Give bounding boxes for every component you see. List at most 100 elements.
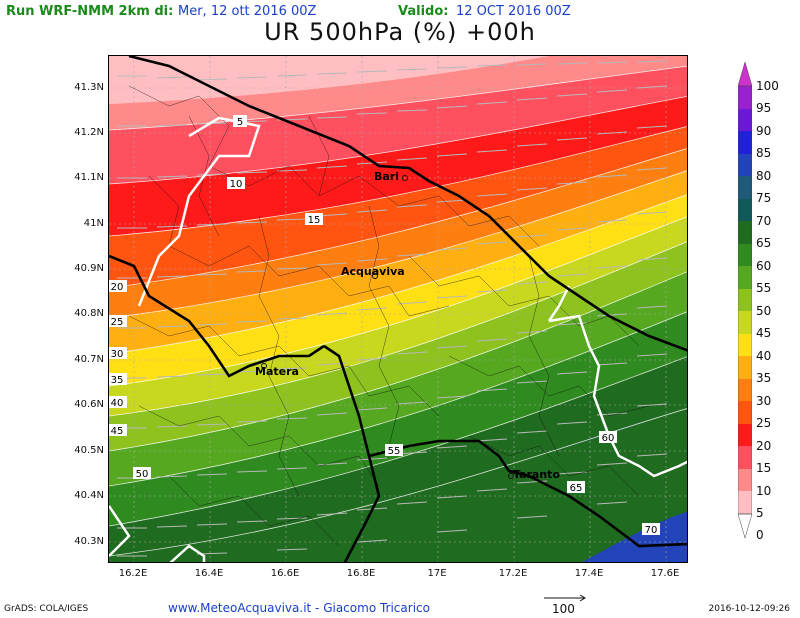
contour-label-bg: [109, 280, 127, 292]
colorbar-label: 55: [756, 281, 772, 295]
colorbar-label: 30: [756, 394, 772, 408]
colorbar-label: 5: [756, 506, 764, 520]
colorbar-swatch: [738, 446, 752, 469]
website-credit: www.MeteoAcquaviva.it - Giacomo Tricaric…: [168, 601, 430, 615]
contour-label: 70: [645, 525, 658, 536]
contour-label: 55: [388, 446, 401, 457]
contour-label: 60: [602, 433, 615, 444]
colorbar-label: 25: [756, 416, 772, 430]
contour-label: 25: [111, 317, 124, 328]
lat-label: 40.4N: [74, 490, 104, 501]
lon-label: 17.2E: [498, 568, 528, 579]
contour-label-bg: [385, 444, 403, 456]
colorbar-label: 95: [756, 101, 772, 115]
lat-label: 40.6N: [74, 399, 104, 410]
colorbar-label: 70: [756, 214, 772, 228]
colorbar-bottom-arrow: [738, 513, 752, 539]
run-value: Mer, 12 ott 2016 00Z: [178, 4, 317, 19]
lat-label: 40.9N: [74, 263, 104, 274]
grads-credit: GrADS: COLA/IGES: [4, 604, 89, 614]
contour-lines: [109, 65, 687, 557]
colorbar-swatch: [738, 424, 752, 446]
lat-label: 40.8N: [74, 308, 104, 319]
run-label: Run WRF-NMM 2km di:: [6, 4, 174, 19]
contour-label-bg: [109, 396, 127, 408]
lon-label: 17.4E: [574, 568, 604, 579]
wind-vectors: [117, 60, 668, 557]
contour-label: 30: [111, 349, 124, 360]
colorbar-swatch: [738, 176, 752, 199]
contour-label-bg: [599, 431, 617, 443]
colorbar-label: 75: [756, 191, 772, 205]
lat-label: 41.2N: [74, 127, 104, 138]
contour-value-labels: 5 10 15 20 25 30 35 40 45 50 55 60 65: [109, 115, 660, 536]
city-label-acquaviva: Acquaviva: [341, 265, 405, 278]
generation-timestamp: 2016-10-12-09:26: [708, 604, 791, 614]
contour-label: 35: [111, 375, 124, 386]
contour-label-bg: [227, 177, 245, 189]
contour-label-bg: [109, 347, 127, 359]
contour-label: 5: [237, 117, 243, 128]
colorbar-label: 20: [756, 439, 772, 453]
colorbar-swatch: [738, 334, 752, 356]
colorbar-label: 0: [756, 528, 764, 542]
contour-label: 45: [111, 426, 124, 437]
lat-label: 41N: [83, 218, 104, 229]
lat-label: 40.5N: [74, 445, 104, 456]
colorbar-label: 60: [756, 259, 772, 273]
lon-label: 16.8E: [346, 568, 376, 579]
colorbar-swatch: [738, 311, 752, 334]
colorbar-label: 80: [756, 169, 772, 183]
contour-label: 50: [136, 469, 149, 480]
colorbar-swatch: [738, 491, 752, 514]
humidity-map: 5 10 15 20 25 30 35 40 45 50 55 60 65: [109, 56, 687, 562]
lat-label: 40.7N: [74, 354, 104, 365]
contour-label: 10: [230, 179, 243, 190]
colorbar-label: 10: [756, 484, 772, 498]
colorbar: [738, 62, 752, 539]
colorbar-swatch: [738, 154, 752, 176]
contour-label-bg: [305, 213, 323, 225]
vector-reference-label: 100: [552, 602, 575, 616]
colorbar-swatch: [738, 401, 752, 424]
colorbar-label: 35: [756, 371, 772, 385]
municipal-boundaries: [128, 85, 650, 547]
lon-label: 16.2E: [118, 568, 148, 579]
colorbar-swatch: [738, 109, 752, 131]
colorbar-swatch: [738, 469, 752, 491]
colorbar-label: 45: [756, 326, 772, 340]
colorbar-top-arrow: [738, 62, 752, 87]
city-labels: Bari Acquaviva Matera Taranto: [255, 170, 560, 481]
colorbar-label: 15: [756, 461, 772, 475]
colorbar-swatch: [738, 221, 752, 244]
colorbar-swatch: [738, 86, 752, 109]
map-title: UR 500hPa (%) +00h: [264, 18, 536, 46]
lon-label: 16.4E: [194, 568, 224, 579]
colorbar-swatch: [738, 266, 752, 289]
contour-label-bg: [109, 373, 127, 385]
contour-label-bg: [109, 424, 127, 436]
colorbar-label: 90: [756, 124, 772, 138]
valid-value: 12 OCT 2016 00Z: [456, 4, 571, 19]
colorbar-swatch: [738, 379, 752, 401]
colorbar-frame: [738, 85, 752, 515]
contour-label: 20: [111, 282, 124, 293]
band-70: [582, 511, 687, 562]
colorbar-label: 65: [756, 236, 772, 250]
lat-label: 41.3N: [74, 82, 104, 93]
colorbar-label: 40: [756, 349, 772, 363]
contour-label-bg: [233, 115, 247, 127]
colorbar-label: 85: [756, 146, 772, 160]
contour-label: 40: [111, 398, 124, 409]
contour-label-bg: [109, 315, 127, 327]
colorbar-swatch: [738, 289, 752, 311]
lat-label: 41.1N: [74, 172, 104, 183]
city-label-taranto: Taranto: [513, 468, 560, 481]
contour-label-bg: [642, 523, 660, 535]
vector-reference-arrow: [544, 594, 586, 602]
city-label-bari: Bari: [374, 170, 399, 183]
lon-label: 17.6E: [650, 568, 680, 579]
colorbar-swatch: [738, 199, 752, 221]
lat-label: 40.3N: [74, 536, 104, 547]
coast-and-province-lines: [109, 56, 687, 562]
